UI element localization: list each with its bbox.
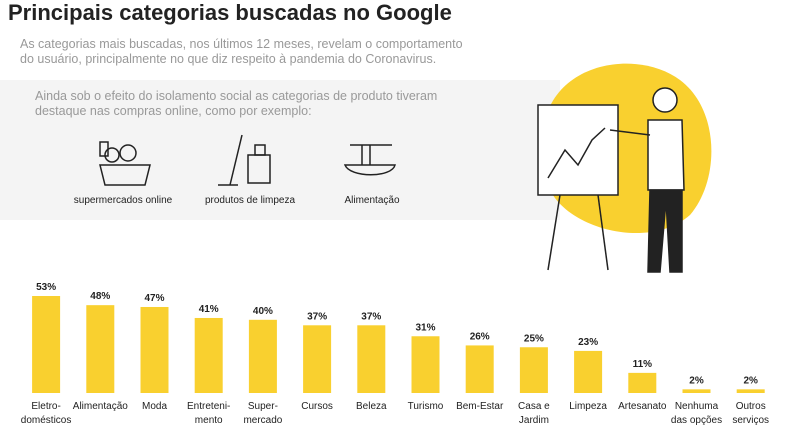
bar: [411, 336, 440, 393]
example-label: supermercados online: [74, 195, 173, 206]
x-tick-label: Cursos: [301, 401, 333, 412]
x-tick-label: Casa e Jardim: [518, 401, 550, 426]
bar: [32, 296, 61, 393]
x-tick-label: Eletro-domésticos: [21, 401, 72, 426]
value-label: 25%: [524, 333, 544, 344]
bar: [248, 319, 277, 393]
value-label: 37%: [361, 311, 381, 322]
value-label: 31%: [415, 322, 435, 333]
intro: Ainda sob o efeito do isolamento social …: [35, 89, 437, 103]
bar: [628, 372, 657, 393]
bar: [736, 389, 765, 393]
example-label: produtos de limpeza: [205, 195, 295, 206]
value-label: 37%: [307, 311, 327, 322]
illustration: [537, 87, 685, 273]
intro: destaque nas compras online, como por ex…: [35, 104, 312, 118]
intro-panel: [0, 80, 560, 220]
x-tick-label: Entreteni-mento: [187, 401, 230, 426]
bar: [574, 350, 603, 393]
value-label: 48%: [90, 291, 110, 302]
value-label: 41%: [199, 304, 219, 315]
bar: [303, 325, 332, 393]
value-label: 47%: [144, 293, 164, 304]
bar: [140, 306, 169, 393]
x-tick-label: Alimentação: [73, 401, 128, 412]
value-label: 23%: [578, 337, 598, 348]
x-tick-label: Bem-Estar: [456, 401, 504, 412]
x-tick-label: Super-mercado: [243, 401, 282, 426]
example-icons: [99, 134, 396, 186]
x-tick-label: Turismo: [408, 401, 444, 412]
x-tick-label: Artesanato: [618, 401, 667, 412]
value-label: 2%: [689, 375, 704, 386]
subtitle: do usuário, principalmente no que diz re…: [20, 52, 436, 66]
value-label: 11%: [633, 359, 653, 370]
title: Principais categorias buscadas no Google: [8, 0, 452, 25]
bar: [86, 305, 115, 393]
value-label: 53%: [36, 282, 56, 293]
bar: [465, 345, 494, 393]
value-label: 40%: [253, 306, 273, 317]
bar: [519, 347, 548, 393]
value-label: 26%: [470, 331, 490, 342]
x-tick-label: Limpeza: [569, 401, 607, 412]
subtitle: As categorias mais buscadas, nos últimos…: [20, 37, 463, 51]
x-tick-label: Moda: [142, 401, 167, 412]
bar: [194, 317, 223, 393]
bar: [357, 325, 386, 393]
x-tick-label: Nenhuma das opções: [671, 401, 722, 426]
example-label: Alimentação: [344, 195, 399, 206]
value-label: 2%: [743, 375, 758, 386]
bar: [682, 389, 711, 393]
x-tick-label: Outros serviços: [732, 401, 769, 426]
x-tick-label: Beleza: [356, 401, 387, 412]
